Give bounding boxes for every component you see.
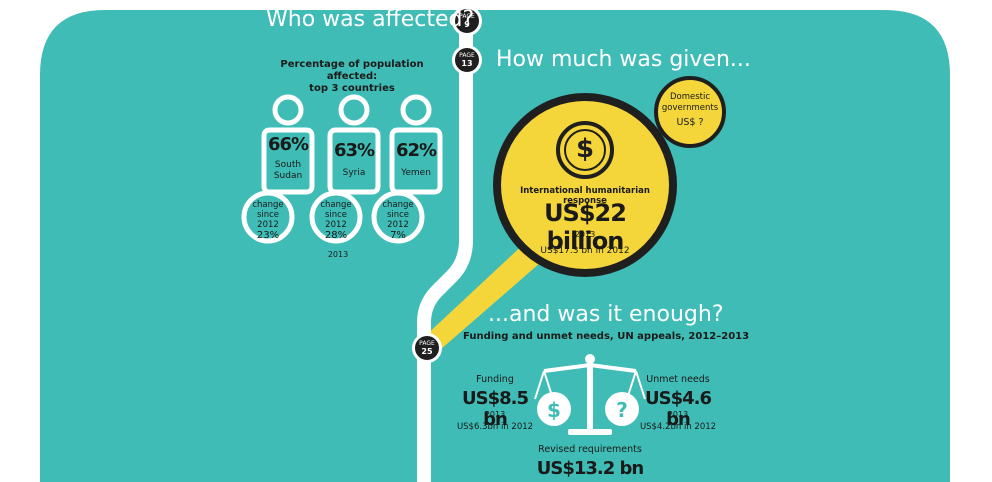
change-badge: change since 2012 7% bbox=[376, 200, 420, 241]
page-badge-label: PAGE bbox=[459, 13, 475, 20]
change-label-line1: change bbox=[320, 200, 352, 210]
page-badge-number: 13 bbox=[461, 59, 473, 68]
change-label-line2: since 2012 bbox=[256, 210, 280, 230]
funding-heading: Funding and unmet needs, UN appeals, 201… bbox=[463, 331, 750, 342]
person-icon-1 bbox=[241, 94, 315, 244]
country-percent: 62% bbox=[395, 140, 437, 161]
change-label-line2: since 2012 bbox=[386, 210, 410, 230]
page-badge-13[interactable]: PAGE 13 bbox=[452, 45, 482, 75]
country-percent: 66% bbox=[267, 134, 309, 155]
affected-heading: Percentage of population affected: top 3… bbox=[256, 59, 448, 95]
domestic-circle bbox=[654, 76, 726, 148]
person-icon-3 bbox=[371, 94, 443, 244]
domestic-line1: Domestic bbox=[669, 92, 711, 102]
change-value: 7% bbox=[390, 230, 406, 241]
page-badge-25[interactable]: PAGE 25 bbox=[412, 333, 442, 363]
route-line bbox=[417, 13, 473, 482]
scale-right-symbol: ? bbox=[616, 398, 628, 422]
domestic-line2: governments bbox=[661, 103, 719, 113]
funding-previous: US$6.3bn in 2012 bbox=[456, 422, 534, 432]
scale-icon: $ ? bbox=[534, 354, 646, 435]
page-badge-label: PAGE bbox=[419, 340, 435, 347]
section-title-who: Who was affected? bbox=[266, 7, 475, 32]
country-name: South Sudan bbox=[264, 160, 312, 182]
page-badge-9[interactable]: PAGE 9 bbox=[452, 6, 482, 36]
page-badge-label: PAGE bbox=[459, 52, 475, 59]
affected-year: 2013 bbox=[327, 250, 349, 259]
response-amount: US$22 billion bbox=[544, 199, 627, 255]
funding-label: Funding bbox=[476, 374, 514, 385]
section-title-enough: ...and was it enough? bbox=[488, 302, 724, 327]
change-value: 23% bbox=[256, 230, 280, 241]
unmet-previous: US$4.2bn in 2012 bbox=[639, 422, 717, 432]
funding-year: 2013 bbox=[484, 410, 506, 419]
country-name-line1: South bbox=[274, 160, 302, 170]
change-badge: change since 2012 28% bbox=[314, 200, 358, 241]
funding-amount: US$8.5 bn bbox=[462, 388, 529, 430]
domestic-label: Domestic governments US$ ? bbox=[656, 92, 724, 128]
response-circle bbox=[493, 93, 677, 277]
revised-label: Revised requirements bbox=[538, 444, 642, 455]
response-label: International humanitarian response bbox=[520, 186, 650, 206]
unmet-label: Unmet needs bbox=[646, 374, 710, 385]
change-label-line1: change bbox=[382, 200, 414, 210]
connector-band bbox=[423, 240, 548, 350]
country-name: Syria bbox=[330, 168, 378, 179]
country-name: Yemen bbox=[392, 168, 440, 179]
affected-heading-line1: Percentage of population affected: bbox=[280, 59, 424, 82]
unmet-amount: US$4.6 bn bbox=[645, 388, 712, 430]
page-badge-number: 9 bbox=[464, 20, 470, 29]
domestic-amount: US$ ? bbox=[676, 117, 704, 128]
unmet-year: 2013 bbox=[667, 410, 689, 419]
country-name-line2: Sudan bbox=[273, 171, 303, 181]
country-name-line1: Syria bbox=[342, 168, 366, 178]
affected-heading-line2: top 3 countries bbox=[309, 83, 395, 94]
people-figures bbox=[241, 94, 443, 244]
change-label-line2: since 2012 bbox=[324, 210, 348, 230]
page-badge-number: 25 bbox=[421, 347, 433, 356]
response-year: 2013 bbox=[574, 230, 596, 239]
dollar-icon: $ bbox=[575, 134, 595, 164]
change-label-line1: change bbox=[252, 200, 284, 210]
scale-left-symbol: $ bbox=[547, 398, 561, 422]
change-badge: change since 2012 23% bbox=[246, 200, 290, 241]
change-value: 28% bbox=[324, 230, 348, 241]
country-percent: 63% bbox=[333, 140, 375, 161]
revised-amount: US$13.2 bn bbox=[536, 458, 644, 479]
person-icon-2 bbox=[309, 94, 381, 244]
country-name-line1: Yemen bbox=[401, 168, 431, 178]
section-title-how-much: How much was given... bbox=[496, 47, 751, 72]
response-previous: US$17.3 bn in 2012 bbox=[540, 246, 630, 256]
